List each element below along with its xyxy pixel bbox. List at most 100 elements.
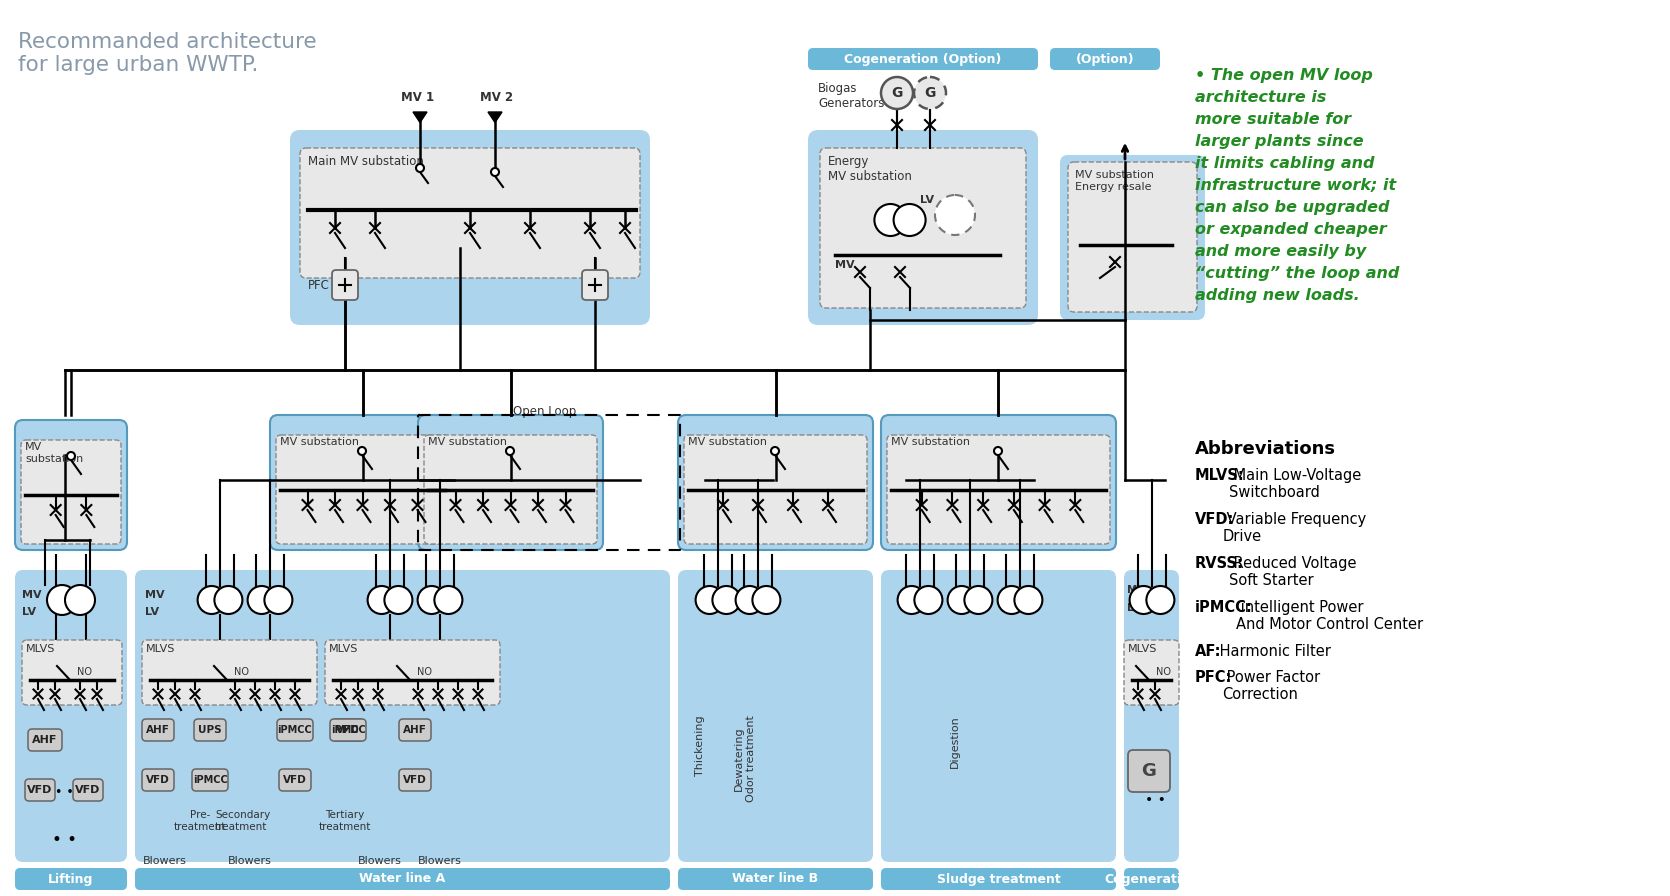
Text: VFD: VFD	[284, 775, 307, 785]
Text: Thickening: Thickening	[695, 715, 705, 776]
FancyBboxPatch shape	[326, 640, 499, 705]
FancyBboxPatch shape	[678, 570, 873, 862]
Text: MV: MV	[1127, 585, 1146, 595]
Text: architecture is: architecture is	[1196, 90, 1326, 105]
Text: Main Low-Voltage
Switchboard: Main Low-Voltage Switchboard	[1229, 468, 1361, 500]
Text: Blowers: Blowers	[357, 856, 402, 866]
Text: VFD: VFD	[75, 785, 100, 795]
FancyBboxPatch shape	[882, 868, 1116, 890]
Text: Abbreviations: Abbreviations	[1196, 440, 1336, 458]
Circle shape	[367, 586, 396, 614]
Circle shape	[416, 164, 424, 172]
Circle shape	[893, 204, 925, 236]
Circle shape	[882, 77, 913, 109]
Text: LV: LV	[22, 607, 37, 617]
FancyBboxPatch shape	[15, 570, 127, 862]
Circle shape	[1129, 586, 1157, 614]
Text: MLVS: MLVS	[27, 644, 55, 654]
Circle shape	[994, 447, 1002, 455]
Text: LV: LV	[920, 195, 934, 205]
Text: Lifting: Lifting	[48, 873, 94, 885]
Text: AHF: AHF	[145, 725, 170, 735]
Text: MLVS: MLVS	[329, 644, 359, 654]
Circle shape	[197, 586, 225, 614]
FancyBboxPatch shape	[142, 769, 174, 791]
Text: AHF: AHF	[32, 735, 58, 745]
Text: G: G	[924, 86, 935, 100]
Text: Blowers: Blowers	[418, 856, 463, 866]
Text: • •: • •	[55, 787, 73, 799]
Text: or expanded cheaper: or expanded cheaper	[1196, 222, 1386, 237]
Text: MV: MV	[22, 590, 42, 600]
Text: Blowers: Blowers	[229, 856, 272, 866]
Text: iPMCC: iPMCC	[277, 725, 312, 735]
Circle shape	[65, 585, 95, 615]
FancyBboxPatch shape	[73, 779, 104, 801]
Circle shape	[247, 586, 276, 614]
Text: intelligent Power
And Motor Control Center: intelligent Power And Motor Control Cent…	[1236, 600, 1423, 633]
FancyBboxPatch shape	[194, 719, 225, 741]
Text: LV: LV	[145, 607, 159, 617]
Text: Secondary
treatment: Secondary treatment	[215, 810, 271, 831]
Text: NO: NO	[418, 667, 433, 677]
Text: Power Factor
Correction: Power Factor Correction	[1222, 670, 1321, 702]
Polygon shape	[488, 112, 503, 123]
FancyBboxPatch shape	[277, 719, 312, 741]
Text: “cutting” the loop and: “cutting” the loop and	[1196, 266, 1399, 281]
FancyBboxPatch shape	[142, 719, 174, 741]
FancyBboxPatch shape	[142, 640, 317, 705]
Circle shape	[434, 586, 463, 614]
Text: MLVS: MLVS	[145, 644, 175, 654]
Text: Energy
MV substation: Energy MV substation	[828, 155, 912, 183]
FancyBboxPatch shape	[192, 769, 229, 791]
Circle shape	[491, 168, 499, 176]
Text: • •: • •	[52, 831, 77, 849]
Text: Reduced Voltage
Soft Starter: Reduced Voltage Soft Starter	[1229, 556, 1356, 589]
Text: Cogeneration: Cogeneration	[1104, 873, 1199, 885]
Circle shape	[753, 586, 780, 614]
Text: MV substation
Energy resale: MV substation Energy resale	[1075, 170, 1154, 192]
Text: adding new loads.: adding new loads.	[1196, 288, 1359, 303]
FancyBboxPatch shape	[332, 719, 364, 741]
Text: VFD: VFD	[336, 725, 359, 735]
Text: PFC: PFC	[309, 279, 331, 291]
FancyBboxPatch shape	[424, 435, 596, 544]
Text: MV 2: MV 2	[481, 91, 514, 104]
Text: NO: NO	[77, 667, 92, 677]
Text: MV substation: MV substation	[688, 437, 767, 447]
Circle shape	[418, 586, 446, 614]
Text: RVSS:: RVSS:	[1196, 556, 1244, 571]
Circle shape	[997, 586, 1025, 614]
FancyBboxPatch shape	[332, 270, 357, 300]
FancyBboxPatch shape	[1060, 155, 1206, 320]
FancyBboxPatch shape	[1124, 570, 1179, 862]
FancyBboxPatch shape	[1050, 48, 1161, 70]
Text: Digestion: Digestion	[950, 715, 960, 768]
Text: Sludge treatment: Sludge treatment	[937, 873, 1060, 885]
Circle shape	[67, 452, 75, 460]
FancyBboxPatch shape	[808, 130, 1039, 325]
FancyBboxPatch shape	[1124, 868, 1179, 890]
Text: iPMCC: iPMCC	[192, 775, 227, 785]
FancyBboxPatch shape	[887, 435, 1111, 544]
Text: MV: MV	[145, 590, 165, 600]
Text: MV substation: MV substation	[428, 437, 508, 447]
Circle shape	[875, 204, 907, 236]
Circle shape	[913, 77, 945, 109]
FancyBboxPatch shape	[1127, 750, 1171, 792]
Circle shape	[47, 585, 77, 615]
Text: MLVS: MLVS	[1127, 644, 1157, 654]
Text: AF:: AF:	[1196, 644, 1221, 659]
Circle shape	[1146, 586, 1174, 614]
Text: MV substation: MV substation	[892, 437, 970, 447]
FancyBboxPatch shape	[279, 769, 311, 791]
FancyBboxPatch shape	[820, 148, 1025, 308]
Text: VFD:: VFD:	[1196, 512, 1234, 527]
FancyBboxPatch shape	[135, 868, 670, 890]
Circle shape	[713, 586, 740, 614]
Circle shape	[735, 586, 763, 614]
FancyBboxPatch shape	[28, 729, 62, 751]
Text: Dewatering
Odor treatment: Dewatering Odor treatment	[735, 715, 757, 802]
FancyBboxPatch shape	[331, 719, 366, 741]
Text: Harmonic Filter: Harmonic Filter	[1216, 644, 1331, 659]
